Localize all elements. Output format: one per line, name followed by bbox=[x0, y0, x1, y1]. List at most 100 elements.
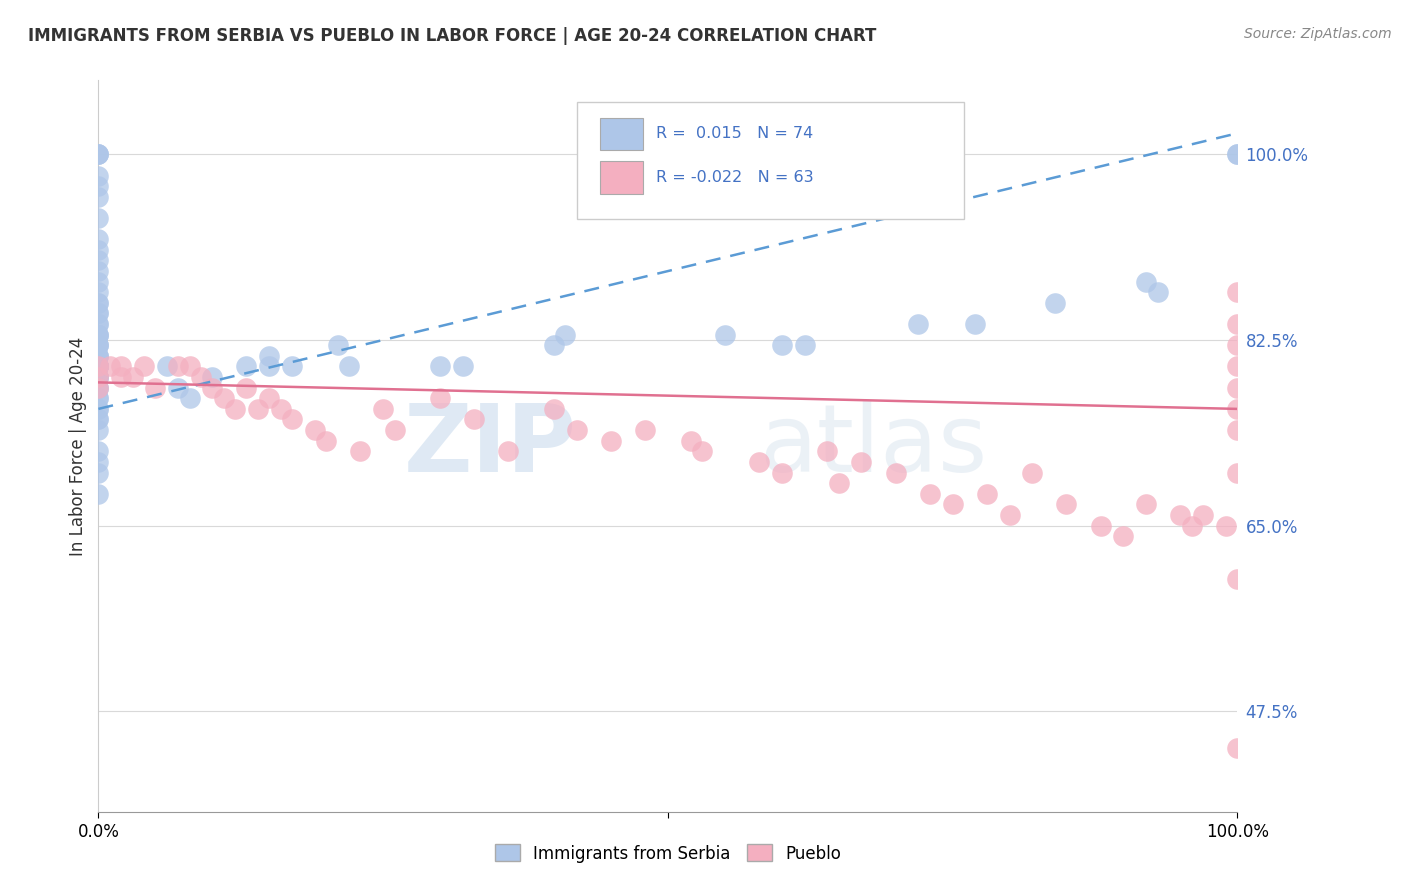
Point bbox=[224, 401, 246, 416]
Point bbox=[690, 444, 713, 458]
Point bbox=[87, 349, 110, 363]
Point bbox=[132, 359, 155, 374]
Point bbox=[1226, 401, 1249, 416]
Point bbox=[87, 253, 110, 268]
Point bbox=[498, 444, 520, 458]
Point bbox=[1226, 572, 1249, 586]
Point bbox=[87, 296, 110, 310]
Point bbox=[828, 476, 851, 491]
Point bbox=[543, 338, 565, 352]
Point bbox=[1054, 497, 1078, 511]
Point bbox=[87, 327, 110, 342]
Point bbox=[1090, 518, 1112, 533]
Point bbox=[87, 232, 110, 246]
Text: ZIP: ZIP bbox=[404, 400, 576, 492]
Point bbox=[1112, 529, 1135, 543]
Point bbox=[270, 401, 292, 416]
Point bbox=[121, 370, 143, 384]
Point bbox=[554, 327, 576, 342]
Point bbox=[246, 401, 269, 416]
Point bbox=[87, 317, 110, 331]
Point bbox=[87, 412, 110, 426]
Point bbox=[235, 359, 257, 374]
Point bbox=[87, 349, 110, 363]
Point bbox=[87, 349, 110, 363]
Point bbox=[1226, 466, 1249, 480]
Point bbox=[87, 392, 110, 406]
Point bbox=[281, 412, 304, 426]
Point bbox=[1226, 147, 1249, 161]
Point bbox=[1226, 147, 1249, 161]
Text: Source: ZipAtlas.com: Source: ZipAtlas.com bbox=[1244, 27, 1392, 41]
Point bbox=[1226, 285, 1249, 300]
Point bbox=[87, 359, 110, 374]
Point bbox=[87, 338, 110, 352]
Bar bbox=[599, 161, 643, 194]
Point bbox=[1226, 741, 1249, 756]
Point bbox=[167, 359, 190, 374]
Point bbox=[87, 317, 110, 331]
Point bbox=[87, 190, 110, 204]
Point bbox=[87, 359, 110, 374]
Point bbox=[87, 466, 110, 480]
Point bbox=[884, 466, 907, 480]
Point bbox=[815, 444, 838, 458]
Point bbox=[87, 285, 110, 300]
Point bbox=[87, 392, 110, 406]
Point bbox=[907, 317, 929, 331]
Point bbox=[998, 508, 1021, 522]
Point bbox=[1215, 518, 1237, 533]
Point bbox=[110, 359, 132, 374]
Point bbox=[87, 370, 110, 384]
Point bbox=[87, 370, 110, 384]
Point bbox=[167, 381, 190, 395]
Point bbox=[1226, 359, 1249, 374]
Point bbox=[87, 306, 110, 320]
Point bbox=[851, 455, 873, 469]
Point bbox=[1181, 518, 1204, 533]
Point bbox=[326, 338, 349, 352]
Point bbox=[371, 401, 394, 416]
Point bbox=[1226, 317, 1249, 331]
Point bbox=[87, 327, 110, 342]
Point bbox=[179, 359, 201, 374]
Point bbox=[87, 338, 110, 352]
Point bbox=[235, 381, 257, 395]
Point bbox=[1135, 497, 1157, 511]
Legend: Immigrants from Serbia, Pueblo: Immigrants from Serbia, Pueblo bbox=[488, 838, 848, 869]
Point bbox=[87, 147, 110, 161]
Point bbox=[87, 455, 110, 469]
Text: atlas: atlas bbox=[759, 400, 987, 492]
Point bbox=[748, 455, 770, 469]
Point bbox=[714, 327, 737, 342]
Text: IMMIGRANTS FROM SERBIA VS PUEBLO IN LABOR FORCE | AGE 20-24 CORRELATION CHART: IMMIGRANTS FROM SERBIA VS PUEBLO IN LABO… bbox=[28, 27, 876, 45]
Point bbox=[87, 179, 110, 194]
Point bbox=[793, 338, 815, 352]
Point bbox=[942, 497, 965, 511]
Point bbox=[98, 359, 121, 374]
Point bbox=[600, 434, 623, 448]
Point bbox=[1170, 508, 1192, 522]
Point bbox=[259, 392, 281, 406]
Point bbox=[543, 401, 565, 416]
Point bbox=[87, 147, 110, 161]
Text: R =  0.015   N = 74: R = 0.015 N = 74 bbox=[657, 126, 814, 141]
Point bbox=[87, 359, 110, 374]
Point bbox=[87, 370, 110, 384]
Point bbox=[259, 349, 281, 363]
Point bbox=[87, 275, 110, 289]
Point bbox=[281, 359, 304, 374]
Point bbox=[1043, 296, 1066, 310]
Point bbox=[87, 211, 110, 225]
Point bbox=[87, 169, 110, 183]
Point bbox=[918, 486, 941, 500]
Point bbox=[87, 486, 110, 500]
Point bbox=[349, 444, 371, 458]
Point bbox=[1146, 285, 1168, 300]
Point bbox=[190, 370, 212, 384]
Point bbox=[87, 444, 110, 458]
Point bbox=[634, 423, 657, 437]
Point bbox=[87, 359, 110, 374]
Point bbox=[87, 338, 110, 352]
Point bbox=[87, 381, 110, 395]
